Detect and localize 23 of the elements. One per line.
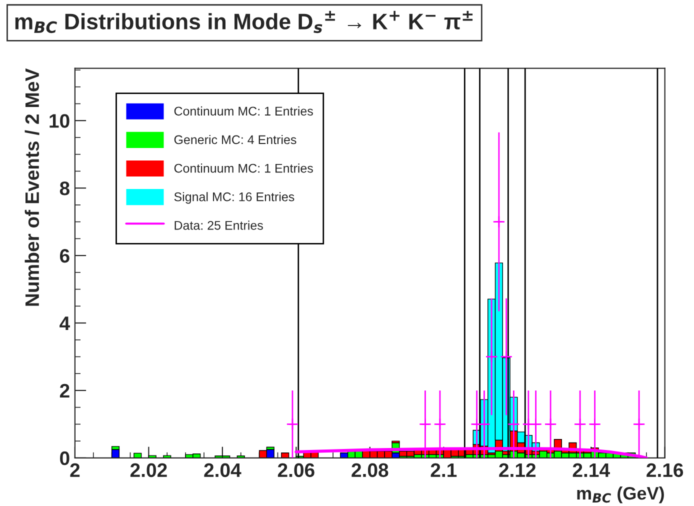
y-tick-label: 6 (60, 249, 70, 263)
x-tick-label: 2.12 (499, 463, 536, 477)
legend-label: Signal MC: 16 Entries (174, 192, 294, 204)
legend-label: Generic MC: 4 Entries (174, 134, 296, 144)
x-tick-label: 2.04 (204, 463, 242, 478)
x-tick-label: 2.14 (572, 463, 610, 477)
y-tick-label: 10 (50, 114, 70, 128)
x-tick-label: 2.02 (130, 463, 167, 478)
y-tick-label: 0 (60, 451, 70, 466)
x-tick-label: 2.16 (646, 463, 684, 478)
chart-title: m$_{BC}$ Distributions in Mode D$_{s}$$^{±}$ → K$^{+}$ K$^{−}$ π$^{±}$ (15, 10, 473, 34)
y-tick-label: 4 (60, 316, 70, 330)
y-tick-label: 8 (60, 182, 70, 196)
legend-label: Continuum MC: 1 Entries (174, 164, 313, 173)
x-tick-label: 2 (70, 463, 80, 477)
y-tick-label: 2 (60, 384, 70, 398)
x-tick-label: 2.08 (352, 463, 388, 478)
x-axis-title: m$_{BC}$ (GeV) (577, 486, 664, 504)
legend-label: Data: 25 Entries (174, 220, 263, 230)
y-axis-title: Number of Events / 2 MeV (24, 68, 40, 306)
legend-label: Continuum MC: 1 Entries (174, 106, 313, 116)
x-tick-label: 2.1 (430, 463, 457, 477)
x-tick-label: 2.06 (278, 463, 314, 478)
